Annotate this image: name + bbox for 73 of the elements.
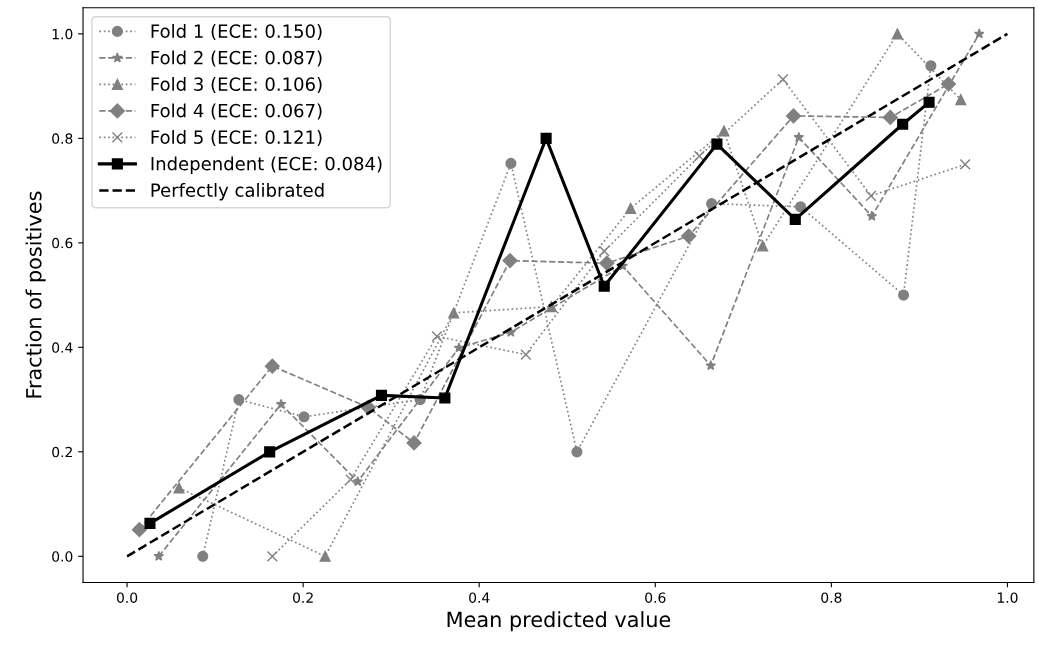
legend-label: Fold 5 (ECE: 0.121) [151,130,322,147]
point [625,202,637,214]
point [598,280,610,292]
point [406,435,422,451]
point [298,411,310,423]
point [264,446,276,458]
point [502,253,518,269]
point [897,118,909,130]
point [345,473,357,486]
point [681,228,697,244]
point [131,522,147,538]
point [693,150,705,162]
point [153,550,165,561]
point [923,96,935,108]
y-axis-title: Fraction of positives [25,191,46,398]
point [718,125,730,137]
point [375,389,388,401]
x-axis-title: Mean predicted value [447,611,671,632]
point [789,213,801,225]
point [319,550,331,562]
point [598,245,610,257]
point [973,28,985,39]
point [144,517,156,529]
point [431,330,443,342]
legend-label: Fold 2 (ECE: 0.087) [151,50,322,67]
point [955,94,967,106]
point [711,138,723,150]
point [264,358,280,374]
point [757,240,769,252]
y-tick-label: 1.0 [52,28,73,40]
legend-label: Fold 1 (ECE: 0.150) [151,23,322,41]
legend-label: Fold 3 (ECE: 0.106) [151,76,322,94]
point [897,289,910,301]
legend-label: Perfectly calibrated [151,183,324,201]
y-tick-label: 0.6 [52,237,73,249]
point [233,394,245,406]
y-tick-label: 0.0 [52,551,73,562]
point [940,76,957,92]
point [197,550,209,562]
y-tick-label: 0.4 [52,342,73,353]
x-tick-label: 1.0 [997,592,1018,603]
point [785,108,802,124]
x-tick-label: 0.4 [469,592,490,603]
point [599,255,615,271]
point [794,201,807,213]
point [571,446,583,458]
point [266,550,278,562]
point [448,307,460,319]
x-tick-label: 0.6 [645,592,666,603]
x-tick-label: 0.2 [293,592,313,603]
point [352,476,364,487]
point [959,158,971,171]
point [705,360,717,371]
point [173,482,185,494]
point [439,392,451,404]
x-tick-label: 0.8 [821,592,842,603]
y-tick-label: 0.2 [52,446,72,458]
legend-label: Fold 4 (ECE: 0.067) [151,103,322,120]
point [453,342,465,353]
point [275,398,287,409]
point [520,349,532,361]
y-tick-label: 0.8 [52,133,73,144]
point [925,60,937,72]
point [891,28,903,40]
point [882,109,898,126]
point [865,190,877,202]
point [866,210,878,221]
point [777,73,789,85]
point [505,157,517,169]
legend-label: Independent (ECE: 0.084) [151,156,382,174]
point [793,131,805,142]
point [540,132,552,144]
x-tick-label: 0.0 [116,592,138,603]
